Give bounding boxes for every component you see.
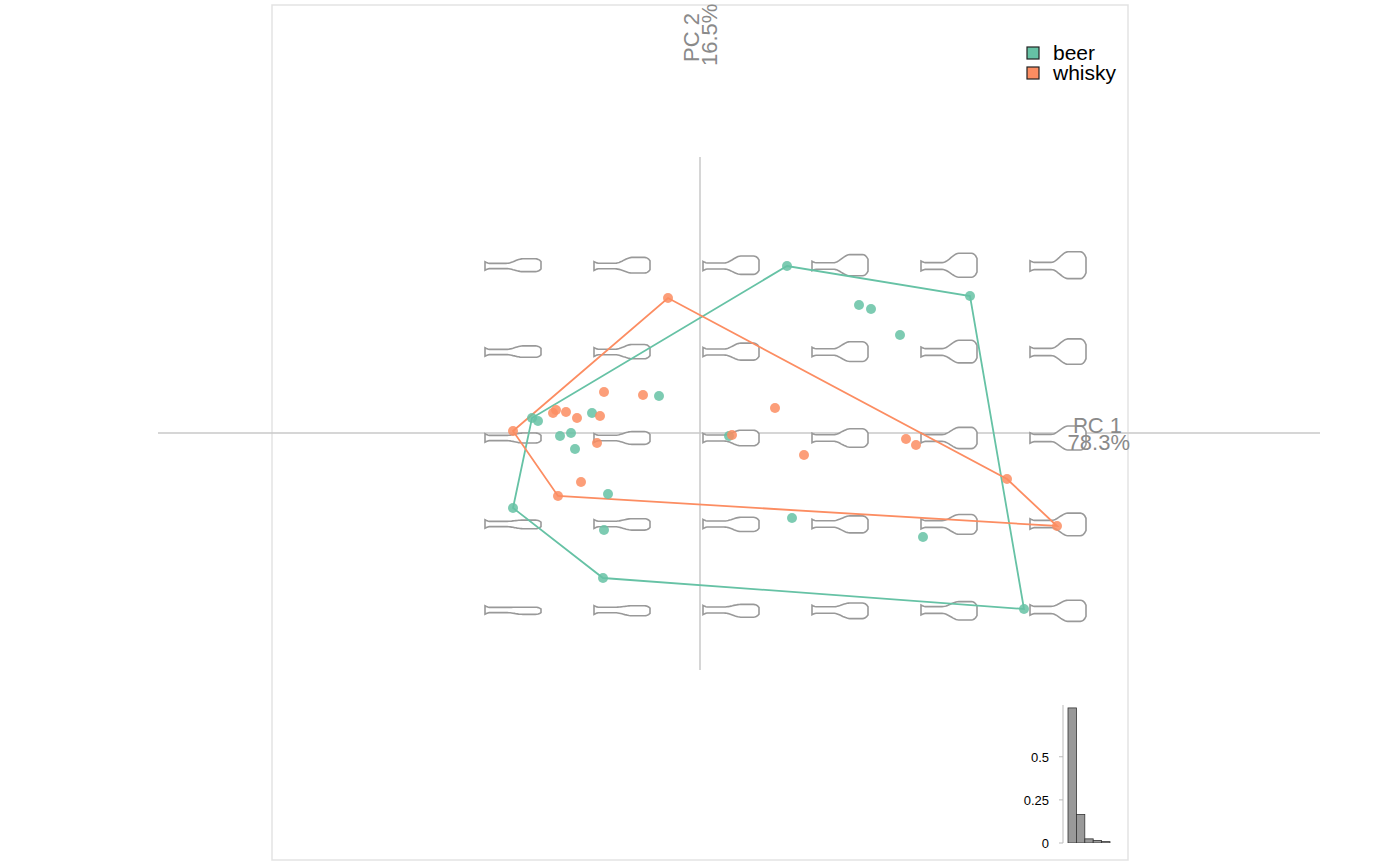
shape <box>812 603 868 619</box>
shape <box>594 432 650 445</box>
point <box>866 304 876 314</box>
point <box>1052 521 1062 531</box>
shape <box>594 345 650 359</box>
point <box>508 426 518 436</box>
shape <box>812 255 868 276</box>
point <box>1002 474 1012 484</box>
shape <box>703 517 759 531</box>
legend-label: whisky <box>1052 61 1117 84</box>
point <box>527 413 537 423</box>
point <box>799 450 809 460</box>
point <box>561 407 571 417</box>
point <box>576 477 586 487</box>
tick-label: 0.25 <box>1024 793 1049 808</box>
morphospace <box>485 252 1086 622</box>
axis-y <box>699 157 701 670</box>
shape <box>703 256 759 274</box>
shape <box>485 606 541 615</box>
tick <box>1059 799 1063 800</box>
legend: beerwhisky <box>1027 41 1117 84</box>
point <box>782 261 792 271</box>
legend-swatch <box>1027 47 1039 59</box>
point <box>553 491 563 501</box>
bar <box>1093 840 1101 843</box>
y-label: 16.5% <box>697 4 722 66</box>
point <box>787 513 797 523</box>
point <box>663 293 673 303</box>
tick-label: 0 <box>1042 836 1049 851</box>
point <box>508 503 518 513</box>
point <box>727 430 737 440</box>
chart: PC 178.3%PC 216.5%beerwhisky00.250.5 <box>0 0 1400 866</box>
legend-swatch <box>1027 67 1039 79</box>
point <box>854 300 864 310</box>
point <box>918 532 928 542</box>
point <box>901 434 911 444</box>
point <box>548 408 558 418</box>
shape <box>1030 252 1086 279</box>
x-label: 78.3% <box>1068 430 1130 455</box>
shape <box>594 606 650 616</box>
point <box>911 440 921 450</box>
tick <box>1059 843 1063 844</box>
tick-label: 0.5 <box>1031 750 1049 765</box>
shape <box>812 516 868 533</box>
shape <box>703 343 759 360</box>
point <box>770 403 780 413</box>
shape <box>594 257 650 273</box>
shape <box>812 429 868 447</box>
point <box>603 489 613 499</box>
shape <box>812 342 868 362</box>
shape <box>1030 600 1086 621</box>
point <box>1019 604 1029 614</box>
shape <box>703 604 759 617</box>
bar <box>1102 842 1110 843</box>
axis-y <box>1063 705 1064 843</box>
tick <box>1059 756 1063 757</box>
hull <box>513 298 1057 526</box>
point <box>965 291 975 301</box>
shape <box>921 253 977 277</box>
point <box>654 391 664 401</box>
bar <box>1085 839 1093 843</box>
bars <box>1068 708 1110 843</box>
point <box>598 573 608 583</box>
point <box>599 525 609 535</box>
point <box>638 390 648 400</box>
plot-area <box>508 261 1062 614</box>
point <box>566 428 576 438</box>
eigen-chart: 0 0.25 0.5 <box>1024 705 1110 851</box>
bar <box>1068 708 1076 843</box>
shape <box>485 346 541 357</box>
point <box>599 387 609 397</box>
shape <box>703 430 759 446</box>
bar <box>1076 815 1084 843</box>
shape <box>921 340 977 363</box>
hull <box>513 266 1024 609</box>
shape <box>1030 339 1086 364</box>
shape <box>485 259 541 272</box>
point <box>895 330 905 340</box>
point <box>592 438 602 448</box>
point <box>570 444 580 454</box>
point <box>595 411 605 421</box>
point <box>555 431 565 441</box>
point <box>572 413 582 423</box>
